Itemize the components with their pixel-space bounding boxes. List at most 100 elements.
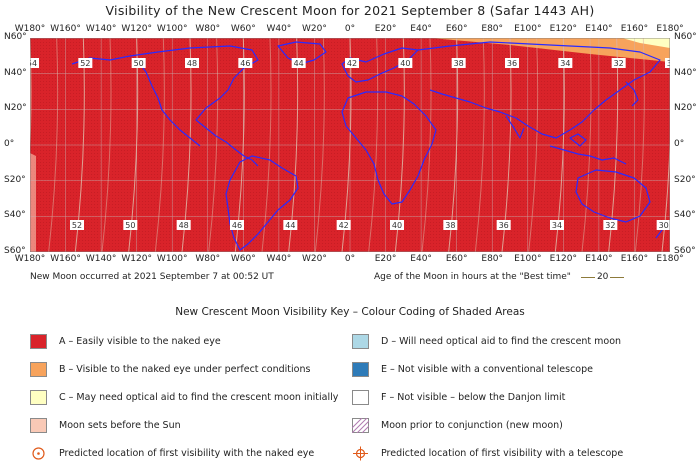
age-contour-labels-top: 54 52 50 48 46 44 42 40 38 36 34 32 30 [30,58,670,68]
key-item-c: C – May need optical aid to find the cre… [30,383,338,411]
key-label-naked-eye-first: Predicted location of first visibility w… [59,447,315,459]
longitude-label: E180° [656,24,684,34]
latitude-label: S20° [674,174,696,185]
key-item-a: A – Easily visible to the naked eye [30,327,338,355]
age-contour-line [208,38,219,252]
longitude-label: E180° [656,254,684,264]
key-item-telescope-first: Predicted location of first visibility w… [352,439,623,467]
swatch-e [352,361,369,377]
longitude-label: W140° [85,24,117,34]
key-item-naked-eye-first: Predicted location of first visibility w… [30,439,338,467]
age-contour-label-box [665,58,670,68]
key-title: New Crescent Moon Visibility Key – Colou… [175,306,525,318]
key-label-c: C – May need optical aid to find the cre… [59,391,339,403]
latitude-label: N20° [4,103,27,114]
age-contour-label: 32 [605,221,615,230]
age-contour-label: 54 [30,59,37,68]
age-legend: Age of the Moon in hours at the "Best ti… [374,272,625,282]
longitude-label: 0° [344,254,356,264]
age-sample-value: 20 [596,272,609,282]
age-contour-line [48,38,59,252]
age-contour-label-box [558,58,573,68]
age-contour-label-box [336,220,351,230]
longitude-label: E60° [445,254,468,264]
swatch-moonset [30,417,47,433]
swatch-c [30,389,47,405]
key-label-d: D – Will need optical aid to find the cr… [381,335,622,347]
latitude-label: S40° [674,210,696,221]
longitude-label: E160° [620,24,649,34]
longitude-label: E20° [374,24,397,34]
age-contour-label-box [390,220,404,230]
age-contour-label: 44 [285,221,295,230]
age-contour-label: 50 [125,221,135,230]
age-contour-label: 34 [552,221,562,230]
key-label-b: B – Visible to the naked eye under perfe… [59,363,311,375]
age-contour-label-box [123,220,138,230]
age-contour-label-box [131,58,146,68]
longitude-label: W180° [14,254,46,264]
age-contour-label-box [30,58,39,68]
key-item-e: E – Not visible with a conventional tele… [352,355,623,383]
key-item-prior-conjunction: Moon prior to conjunction (new moon) [351,411,623,439]
age-contour-label: 52 [72,221,82,230]
latitude-label: N40° [674,67,697,78]
age-contour-label-box [291,58,306,68]
longitude-label: E100° [514,254,542,264]
circle-dot-icon [30,446,47,461]
age-contour-label: 46 [240,59,250,68]
longitude-label: W100° [156,24,188,34]
longitude-label: E140° [585,254,613,264]
age-contour-label-box [185,58,199,68]
age-contour-label: 30 [667,59,670,68]
key-item-b: B – Visible to the naked eye under perfe… [30,355,338,383]
key-label-a: A – Easily visible to the naked eye [59,335,221,347]
age-caption: Age of the Moon in hours at the "Best ti… [374,272,571,282]
age-contour-label-box [496,220,511,230]
zone-b-region [430,38,670,62]
age-contour-label-box [345,58,359,68]
age-contour-label-box [70,220,84,230]
age-contour-sample-line-right [610,276,625,278]
age-contour-label: 30 [659,221,669,230]
longitude-label: W80° [195,254,221,264]
age-contour-label-box [611,58,626,68]
age-contour-label: 32 [614,59,624,68]
longitude-label: W40° [266,254,292,264]
age-contour-label-box [550,220,564,230]
longitude-label: W120° [121,254,152,264]
age-contour-label-box [398,58,413,68]
swatch-f [352,389,369,405]
crosshair-circle-icon [352,446,369,461]
age-contour-line [581,38,592,252]
map-title: Visibility of the New Crescent Moon for … [105,3,595,18]
key-label-e: E – Not visible with a conventional tele… [381,363,593,375]
age-contour-label: 38 [454,59,464,68]
key-item-moonset: Moon sets before the Sun [30,411,338,439]
age-contour-line [154,38,165,252]
age-contour-line [421,38,432,252]
longitude-label: W160° [50,24,81,34]
latitude-label: S40° [4,210,26,221]
age-contour-label: 46 [232,221,242,230]
age-contour-label: 52 [80,59,90,68]
age-contour-label: 36 [507,59,517,68]
longitude-label: E20° [374,254,397,264]
hatch-icon [351,417,370,433]
new-moon-time: New Moon occurred at 2021 September 7 at… [30,272,274,282]
age-contour-label-box [505,58,519,68]
longitude-label: E80° [481,24,504,34]
zone-moonset-region [30,153,36,252]
longitude-label: E40° [410,254,432,264]
age-contour-line [314,38,325,252]
age-contour-line [474,38,485,252]
age-contour-label: 36 [499,221,509,230]
latitude-label: N40° [4,67,27,78]
age-contour-line [528,38,539,252]
latitude-label: N60° [674,32,697,42]
swatch-d [352,333,369,349]
latitude-label: S60° [4,246,26,256]
longitude-label: W80° [195,24,221,34]
latitude-label: S60° [674,246,696,256]
age-contour-label: 42 [339,221,349,230]
